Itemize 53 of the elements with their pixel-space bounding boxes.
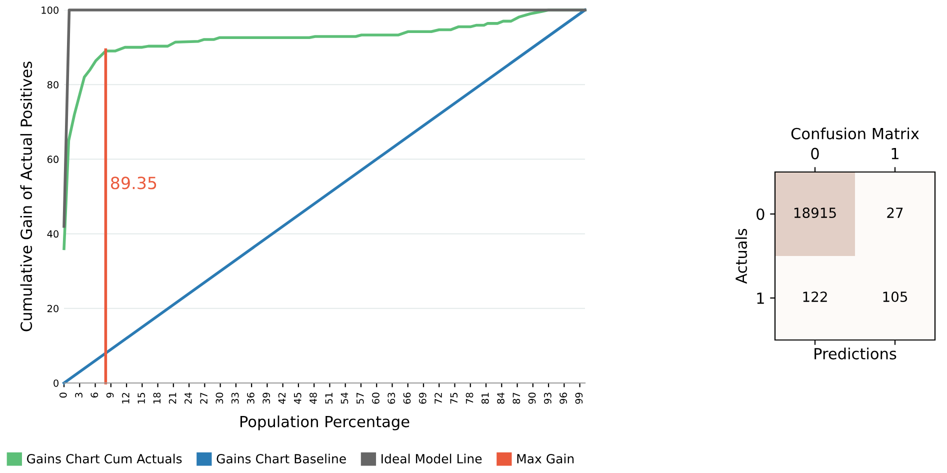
y-tick-label: 40 xyxy=(47,230,58,238)
data-label: 105 xyxy=(883,292,908,302)
y-tick-label: 20 xyxy=(47,304,58,312)
y-axis-title: Cumulative Gain of Actual Positives xyxy=(20,62,32,332)
x-axis-title: Predictions xyxy=(814,348,896,360)
data-label: 27 xyxy=(887,208,903,218)
data-label: 18915 xyxy=(794,208,836,218)
x-tick-label: 63 xyxy=(388,392,396,404)
x-tick-label: 57 xyxy=(356,392,364,404)
x-tick-label: 99 xyxy=(575,392,583,404)
x-tick-label: 96 xyxy=(560,392,567,404)
x-tick-label: 33 xyxy=(231,392,239,404)
x-tick-label: 36 xyxy=(247,392,254,404)
legend-label: Max Gain xyxy=(517,454,574,464)
x-tick-label: 69 xyxy=(418,392,426,404)
annotation: 89.35 xyxy=(110,176,156,190)
x-tick-label: 21 xyxy=(168,392,176,404)
y-tick-label: 100 xyxy=(42,6,58,14)
x-tick-label: 90 xyxy=(528,392,536,404)
x-tick-label: 9 xyxy=(106,392,114,398)
x-tick-label: 24 xyxy=(184,392,192,404)
legend-label: Gains Chart Baseline xyxy=(216,454,346,464)
x-tick-label: 93 xyxy=(544,392,552,404)
chart-title: Confusion Matrix xyxy=(791,128,919,140)
x-tick-label: 0 xyxy=(59,392,67,398)
x-tick-label: 6 xyxy=(90,392,98,398)
x-tick-label: 78 xyxy=(466,392,474,404)
data-label: 122 xyxy=(803,292,827,302)
x-tick-label: 87 xyxy=(512,392,520,404)
x-tick-label: 27 xyxy=(200,392,208,404)
legend-label: Gains Chart Cum Actuals xyxy=(26,454,182,464)
legend-label: Ideal Model Line xyxy=(382,454,482,464)
x-tick-label: 81 xyxy=(481,392,489,404)
x-tick-label: 54 xyxy=(340,392,348,404)
x-tick-label: 72 xyxy=(434,393,442,404)
x-tick-label: 30 xyxy=(216,392,224,404)
x-tick-label: 75 xyxy=(450,392,458,404)
x-tick-label: 39 xyxy=(262,392,270,404)
x-tick-label: 15 xyxy=(138,392,145,404)
x-tick-label: 42 xyxy=(278,393,286,404)
y-tick-label: 0 xyxy=(54,379,58,387)
x-tick-label: 45 xyxy=(294,392,302,404)
x-axis-title: Population Percentage xyxy=(240,416,410,430)
x-tick-label: 18 xyxy=(153,392,161,404)
x-tick-label: 3 xyxy=(75,392,82,398)
y-axis-title: Actuals xyxy=(735,228,748,284)
x-tick-label: 12 xyxy=(122,393,130,404)
x-tick-label: 84 xyxy=(497,392,504,404)
x-tick-label: 60 xyxy=(372,392,380,404)
x-tick-label: 51 xyxy=(325,392,333,404)
y-tick-label: 80 xyxy=(47,81,58,88)
x-tick-label: 66 xyxy=(403,392,411,404)
x-tick-label: 48 xyxy=(310,392,317,404)
